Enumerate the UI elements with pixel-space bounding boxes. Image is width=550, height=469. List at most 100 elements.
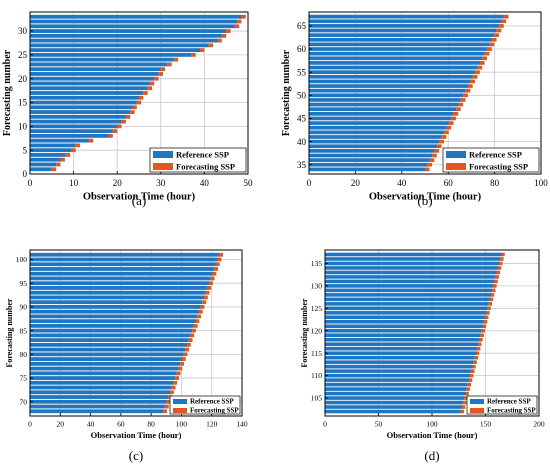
bar-forecasting xyxy=(480,333,484,338)
bar-reference xyxy=(325,279,495,284)
bar-forecasting xyxy=(60,157,65,162)
bar-reference xyxy=(30,276,211,281)
bar-forecasting xyxy=(472,364,476,369)
x-tick-label: 100 xyxy=(426,420,438,429)
bar-reference xyxy=(325,342,479,347)
y-tick-label: 35 xyxy=(297,160,307,170)
bar-reference xyxy=(309,14,504,19)
bar-forecasting xyxy=(470,373,474,378)
axes-frame xyxy=(308,11,542,175)
bar-reference xyxy=(30,143,76,148)
bar-forecasting xyxy=(130,110,135,114)
bar-forecasting xyxy=(491,37,497,42)
bar-forecasting xyxy=(475,70,480,75)
bar-reference xyxy=(30,105,133,110)
legend-swatch xyxy=(470,408,484,413)
y-tick-label: 45 xyxy=(297,114,307,124)
bar-reference xyxy=(309,149,435,153)
x-tick-label: 10 xyxy=(69,178,79,188)
bar-reference xyxy=(325,284,494,288)
bar-forecasting xyxy=(51,167,57,172)
bar-reference xyxy=(325,297,490,302)
bar-forecasting xyxy=(160,67,166,72)
bar-forecasting xyxy=(234,24,240,29)
bar-forecasting xyxy=(494,279,498,284)
x-axis-label: Observation Time (hour) xyxy=(91,430,182,440)
bar-reference xyxy=(30,395,169,399)
bar-reference xyxy=(30,100,137,105)
x-tick-label: 40 xyxy=(87,420,95,429)
bar-forecasting xyxy=(434,149,440,153)
bar-reference xyxy=(325,346,478,351)
bar-reference xyxy=(309,130,445,135)
bar-reference xyxy=(325,288,493,293)
x-tick-label: 40 xyxy=(200,178,210,188)
bar-reference xyxy=(325,275,496,279)
bar-reference xyxy=(309,28,497,33)
bar-forecasting xyxy=(481,328,486,333)
bar-forecasting xyxy=(209,281,213,286)
bar-reference xyxy=(30,252,220,257)
bar-reference xyxy=(30,295,205,300)
bar-reference xyxy=(309,74,473,79)
bar-reference xyxy=(30,376,176,380)
x-tick-label: 0 xyxy=(28,178,33,188)
bar-reference xyxy=(309,84,469,88)
bar-reference xyxy=(30,342,188,347)
bar-forecasting xyxy=(215,262,220,267)
bar-forecasting xyxy=(185,347,190,352)
bar-reference xyxy=(325,400,464,405)
x-tick-label: 50 xyxy=(375,420,383,429)
bar-reference xyxy=(309,153,433,158)
bar-forecasting xyxy=(451,116,456,121)
bar-reference xyxy=(30,14,242,19)
legend-label: Forecasting SSP xyxy=(176,162,235,172)
bar-reference xyxy=(325,355,475,360)
legend-label: Forecasting SSP xyxy=(487,407,536,415)
bar-forecasting xyxy=(427,162,433,167)
bar-forecasting xyxy=(170,390,174,395)
bar-forecasting xyxy=(432,153,437,158)
y-tick-label: 90 xyxy=(20,303,28,312)
bar-reference xyxy=(325,324,483,329)
bar-forecasting xyxy=(149,81,155,86)
bar-forecasting xyxy=(484,319,488,324)
y-tick-label: 125 xyxy=(311,304,323,313)
chart-panel-b: 0 20 40 60 80 100 35 40 45 50 55 60 65 Observation Ti… xyxy=(281,11,548,208)
bar-forecasting xyxy=(485,315,489,320)
bar-reference xyxy=(30,357,182,361)
bar-reference xyxy=(30,81,150,86)
y-axis-label: Forecasting number xyxy=(2,49,13,136)
bar-forecasting xyxy=(176,371,181,376)
bar-forecasting xyxy=(500,257,504,261)
bar-forecasting xyxy=(482,56,488,61)
legend-swatch xyxy=(446,151,466,158)
y-tick-label: 105 xyxy=(311,394,323,403)
bar-reference xyxy=(325,405,463,409)
bar-forecasting xyxy=(154,76,159,81)
y-tick-label: 5 xyxy=(23,145,28,155)
x-tick-label: 20 xyxy=(113,178,123,188)
bar-forecasting xyxy=(180,361,185,366)
x-tick-label: 200 xyxy=(533,420,545,429)
bar-reference xyxy=(30,328,193,333)
y-tick-label: 100 xyxy=(16,255,28,264)
bar-reference xyxy=(30,72,159,76)
bar-reference xyxy=(30,390,171,395)
bar-forecasting xyxy=(241,14,246,19)
bar-reference xyxy=(30,129,113,134)
bar-forecasting xyxy=(429,158,435,162)
bar-forecasting xyxy=(468,84,473,88)
bar-forecasting xyxy=(469,378,473,382)
bar-forecasting xyxy=(482,324,487,329)
legend-swatch xyxy=(446,163,466,170)
bar-reference xyxy=(30,157,61,162)
bar-reference xyxy=(30,153,66,157)
bar-forecasting xyxy=(460,98,466,102)
bar-reference xyxy=(30,271,213,276)
panel-label: (d) xyxy=(424,448,439,463)
bar-forecasting xyxy=(499,261,503,266)
bar-forecasting xyxy=(456,107,461,112)
bar-forecasting xyxy=(493,284,497,288)
bar-reference xyxy=(309,33,495,37)
